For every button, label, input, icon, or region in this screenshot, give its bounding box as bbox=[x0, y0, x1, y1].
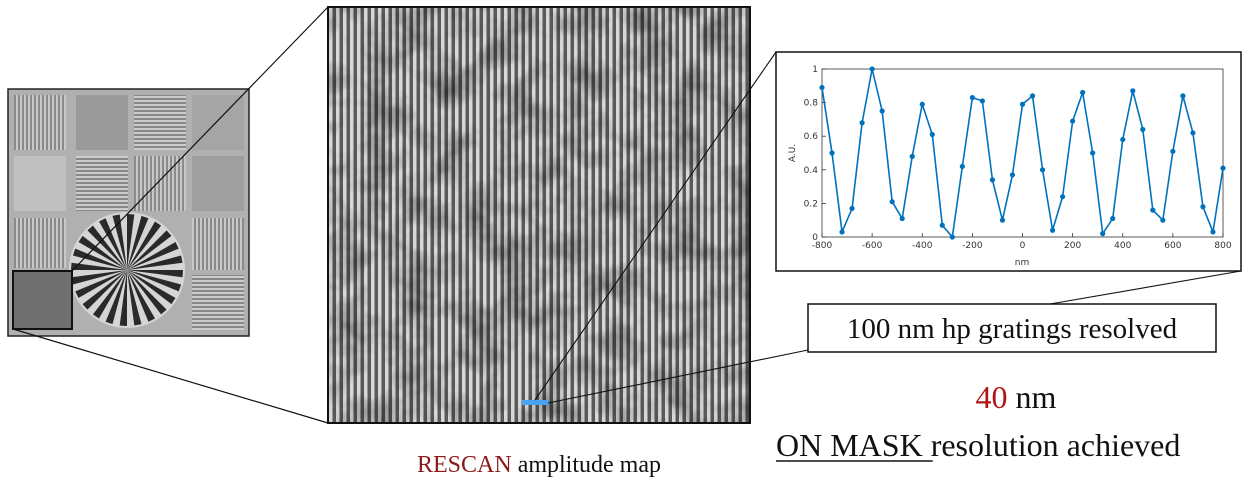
data-point bbox=[1019, 101, 1026, 107]
data-point bbox=[899, 215, 905, 222]
x-tick-label: -200 bbox=[962, 241, 983, 251]
y-axis-label: A.U. bbox=[788, 144, 798, 162]
data-point bbox=[1060, 194, 1066, 200]
data-point bbox=[859, 120, 865, 126]
resolution-line: 40 nm bbox=[976, 379, 1057, 415]
x-tick-label: 400 bbox=[1114, 241, 1131, 251]
data-point bbox=[1120, 136, 1126, 143]
resolution-unit: nm bbox=[1016, 379, 1057, 415]
data-point bbox=[1200, 204, 1206, 210]
data-point bbox=[1170, 148, 1176, 154]
x-tick-label: 0 bbox=[1020, 241, 1026, 251]
data-point bbox=[829, 150, 835, 156]
data-point bbox=[1049, 227, 1056, 233]
x-tick-label: -600 bbox=[862, 241, 883, 251]
data-point bbox=[839, 229, 845, 235]
data-point bbox=[1009, 172, 1016, 178]
resolution-text: resolution achieved bbox=[931, 427, 1181, 463]
data-point bbox=[949, 234, 955, 240]
data-point bbox=[959, 163, 965, 170]
data-point bbox=[979, 98, 986, 104]
data-point bbox=[1080, 89, 1086, 96]
x-tick-label: -400 bbox=[912, 241, 933, 251]
on-mask-line: ON MASK resolution achieved bbox=[776, 427, 1180, 463]
data-point bbox=[969, 94, 975, 101]
data-point bbox=[1220, 165, 1226, 171]
x-tick-label: 600 bbox=[1164, 241, 1181, 251]
data-point bbox=[1190, 130, 1196, 136]
chart-frame bbox=[775, 51, 1242, 272]
data-point bbox=[869, 66, 875, 72]
data-point bbox=[879, 108, 885, 114]
data-point bbox=[1160, 217, 1166, 223]
data-point bbox=[989, 177, 996, 183]
map-caption: RESCAN amplitude map bbox=[417, 452, 661, 478]
x-tick-label: 800 bbox=[1214, 241, 1231, 251]
on-mask: ON MASK bbox=[776, 427, 923, 463]
zoom-lines bbox=[12, 6, 329, 424]
x-tick-label: -800 bbox=[812, 241, 833, 251]
data-point bbox=[849, 205, 855, 212]
y-tick-label: 1 bbox=[812, 65, 818, 75]
data-point bbox=[1029, 93, 1036, 99]
data-point bbox=[919, 101, 925, 107]
connector-lines bbox=[534, 51, 1242, 404]
line-cut-marker bbox=[522, 400, 549, 405]
map-text: amplitude map bbox=[518, 452, 661, 478]
data-point bbox=[1130, 88, 1136, 94]
data-point bbox=[909, 153, 915, 159]
resolution-value: 40 bbox=[976, 379, 1008, 415]
method: RESCAN bbox=[417, 452, 512, 478]
y-tick-label: 0.8 bbox=[804, 99, 819, 109]
data-point bbox=[889, 199, 895, 205]
data-point bbox=[819, 84, 825, 91]
label-box bbox=[807, 303, 1217, 353]
data-point bbox=[1090, 150, 1096, 156]
data-point bbox=[1140, 126, 1146, 133]
data-point bbox=[1180, 93, 1186, 99]
y-tick-label: 0.4 bbox=[804, 166, 819, 176]
y-tick-label: 0 bbox=[812, 233, 818, 243]
data-point bbox=[1070, 118, 1076, 124]
x-axis-label: nm bbox=[1015, 258, 1029, 268]
data-point bbox=[929, 131, 935, 138]
data-point bbox=[1150, 207, 1156, 213]
gratings-label: 100 nm hp gratings resolved bbox=[847, 313, 1178, 345]
data-point bbox=[1100, 231, 1106, 237]
amplitude-map bbox=[327, 6, 751, 424]
data-point bbox=[1039, 167, 1046, 173]
y-tick-label: 0.6 bbox=[804, 132, 819, 142]
data-point bbox=[999, 217, 1006, 223]
data-point bbox=[1110, 215, 1116, 222]
data-point bbox=[1210, 229, 1216, 235]
y-tick-label: 0.2 bbox=[804, 199, 818, 209]
data-point bbox=[939, 222, 945, 228]
x-tick-label: 200 bbox=[1064, 241, 1081, 251]
